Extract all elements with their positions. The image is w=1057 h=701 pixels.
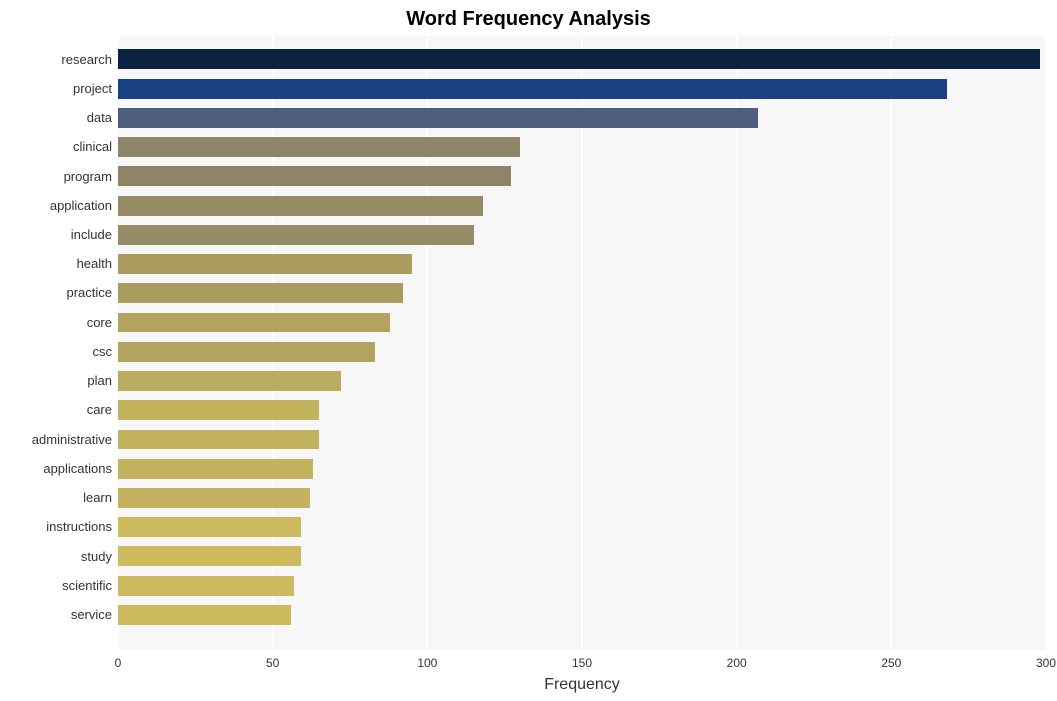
bar — [118, 254, 412, 274]
plot-area — [118, 36, 1046, 650]
x-tick-label: 300 — [1036, 656, 1056, 670]
gridline — [581, 36, 583, 650]
y-tick-label: csc — [93, 344, 113, 359]
y-tick-label: scientific — [62, 578, 112, 593]
x-tick-label: 50 — [266, 656, 279, 670]
x-tick-label: 250 — [881, 656, 901, 670]
bar — [118, 196, 483, 216]
y-tick-label: project — [73, 81, 112, 96]
y-tick-label: service — [71, 607, 112, 622]
bar — [118, 430, 319, 450]
y-tick-label: health — [77, 256, 112, 271]
y-tick-label: practice — [66, 285, 112, 300]
y-tick-label: application — [50, 198, 112, 213]
bar — [118, 283, 403, 303]
bar — [118, 79, 947, 99]
y-tick-label: program — [64, 169, 112, 184]
y-tick-label: core — [87, 315, 112, 330]
y-tick-label: care — [87, 402, 112, 417]
bar — [118, 342, 375, 362]
gridline — [890, 36, 892, 650]
y-tick-label: clinical — [73, 139, 112, 154]
y-tick-label: include — [71, 227, 112, 242]
x-tick-label: 0 — [115, 656, 122, 670]
bar — [118, 49, 1040, 69]
y-tick-label: research — [61, 52, 112, 67]
bar — [118, 576, 294, 596]
y-tick-label: administrative — [32, 432, 112, 447]
bar — [118, 166, 511, 186]
bar — [118, 546, 301, 566]
x-axis-title: Frequency — [118, 676, 1046, 694]
gridline — [1045, 36, 1047, 650]
bar — [118, 605, 291, 625]
y-tick-label: applications — [43, 461, 112, 476]
x-tick-label: 100 — [417, 656, 437, 670]
y-tick-label: study — [81, 549, 112, 564]
bar — [118, 313, 390, 333]
bar — [118, 137, 520, 157]
bar — [118, 517, 301, 537]
chart-title: Word Frequency Analysis — [0, 8, 1057, 31]
gridline — [736, 36, 738, 650]
y-tick-label: learn — [83, 490, 112, 505]
bar — [118, 225, 474, 245]
word-frequency-chart: Word Frequency Analysis Frequency 0 50 100… — [0, 0, 1057, 701]
x-tick-label: 200 — [727, 656, 747, 670]
bar — [118, 371, 341, 391]
x-tick-label: 150 — [572, 656, 592, 670]
bar — [118, 488, 310, 508]
gridline — [426, 36, 428, 650]
y-tick-label: plan — [87, 373, 112, 388]
bar — [118, 400, 319, 420]
bar — [118, 459, 313, 479]
bar — [118, 108, 758, 128]
y-tick-label: instructions — [46, 519, 112, 534]
y-tick-label: data — [87, 110, 112, 125]
